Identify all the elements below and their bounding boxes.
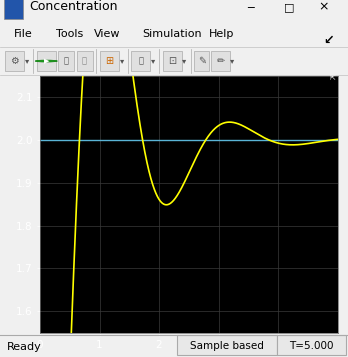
Text: T=5.000: T=5.000 <box>289 341 334 351</box>
Text: View: View <box>94 29 120 39</box>
Text: ⏹: ⏹ <box>82 56 87 66</box>
Text: ⊞: ⊞ <box>105 56 114 66</box>
Text: ✎: ✎ <box>198 56 206 66</box>
Text: Ready: Ready <box>7 342 42 352</box>
Text: Help: Help <box>209 29 234 39</box>
Text: ▾: ▾ <box>230 56 235 66</box>
Text: ⚙: ⚙ <box>10 56 19 66</box>
Text: 🔍: 🔍 <box>139 56 143 66</box>
Text: ⏭: ⏭ <box>64 56 69 66</box>
Bar <box>177 335 277 355</box>
Text: ▾: ▾ <box>120 56 124 66</box>
Text: ▾: ▾ <box>151 56 155 66</box>
Text: Tools: Tools <box>56 29 83 39</box>
Text: ✏: ✏ <box>217 56 225 66</box>
Bar <box>131 51 150 71</box>
Text: Sample based: Sample based <box>190 341 264 351</box>
Text: ⇱: ⇱ <box>330 75 335 81</box>
Text: Simulation: Simulation <box>143 29 202 39</box>
Text: ▾: ▾ <box>25 56 29 66</box>
Text: ▾: ▾ <box>182 56 187 66</box>
Bar <box>277 335 346 355</box>
Text: ↙: ↙ <box>324 34 334 47</box>
Circle shape <box>35 60 57 62</box>
Bar <box>211 51 230 71</box>
Text: ×: × <box>318 0 329 14</box>
Bar <box>194 51 209 71</box>
Text: □: □ <box>284 2 294 12</box>
Bar <box>58 51 74 71</box>
Text: ─: ─ <box>247 2 254 12</box>
Bar <box>37 51 56 71</box>
Text: File: File <box>14 29 33 39</box>
Text: Concentration: Concentration <box>30 0 118 14</box>
Text: ▶: ▶ <box>44 58 49 64</box>
Bar <box>4 0 23 19</box>
Bar <box>5 51 24 71</box>
Bar <box>77 51 93 71</box>
Bar <box>163 51 182 71</box>
Text: ⊡: ⊡ <box>168 56 176 66</box>
Bar <box>100 51 119 71</box>
